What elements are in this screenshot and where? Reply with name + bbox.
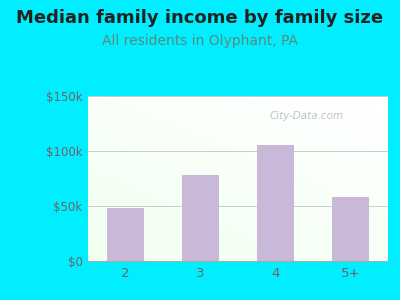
Text: Median family income by family size: Median family income by family size <box>16 9 384 27</box>
Bar <box>107 208 144 261</box>
Bar <box>182 175 219 261</box>
Text: City-Data.com: City-Data.com <box>270 111 344 121</box>
Bar <box>332 197 369 261</box>
Bar <box>257 146 294 261</box>
Text: All residents in Olyphant, PA: All residents in Olyphant, PA <box>102 34 298 49</box>
